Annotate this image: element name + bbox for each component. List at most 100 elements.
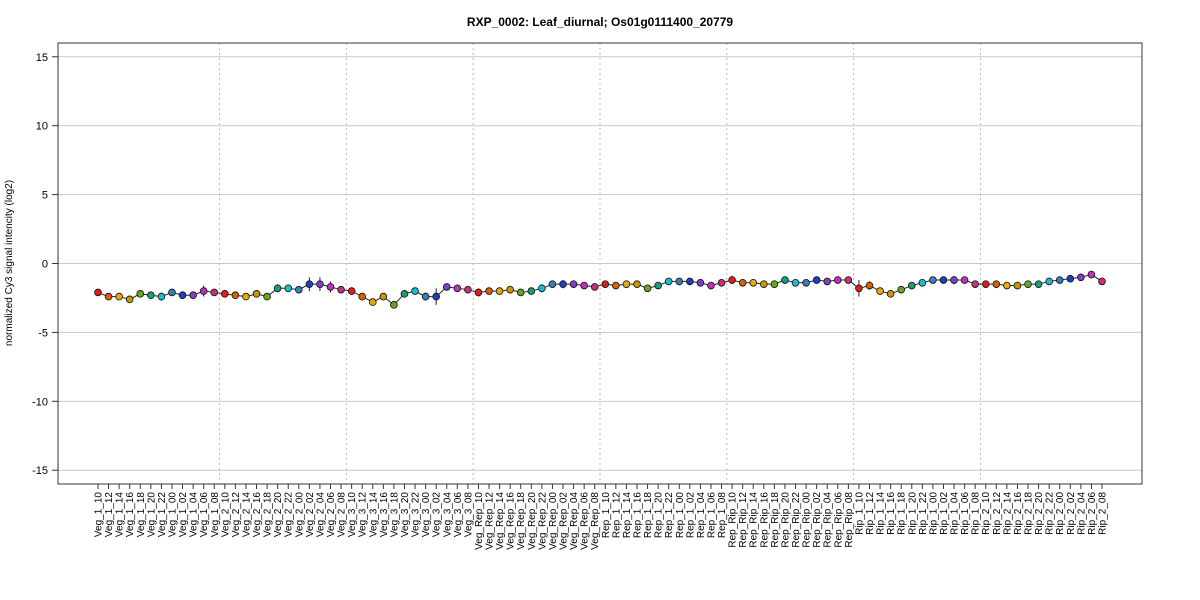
x-tick-label: Veg_1_06 [199,492,210,537]
x-tick-label: Rip_2_08 [1098,492,1109,535]
y-tick-label: 0 [42,259,48,271]
data-point [136,290,145,298]
x-tick-label: Rip_2_04 [1076,492,1087,535]
x-tick-label: Rep_Rip_06 [833,492,844,548]
x-tick-label: Veg_3_14 [368,492,379,537]
data-point [326,283,335,291]
data-point [633,280,641,288]
data-point [749,278,758,287]
data-point [1055,276,1064,284]
data-point [791,278,800,287]
data-point [347,287,356,295]
x-tick-label: Veg_2_14 [241,492,252,537]
data-point [939,276,948,284]
data-point [263,292,271,301]
data-point [189,291,197,299]
x-tick-label: Rip_1_18 [897,492,908,535]
x-tick-label: Veg_2_00 [294,492,305,537]
data-point [686,277,694,286]
data-point [538,284,546,293]
x-tick-label: Veg_Rep_14 [495,492,506,550]
x-tick-label: Rip_1_14 [876,492,887,535]
x-tick-label: Rip_1_08 [971,492,982,535]
data-point [929,276,937,284]
x-tick-label: Veg_1_04 [189,492,200,537]
data-point [992,280,1001,288]
x-tick-label: Rep_1_04 [696,492,707,539]
data-point [781,276,789,284]
x-tick-label: Rep_Rip_20 [780,492,791,548]
data-point [548,280,557,288]
x-tick-label: Veg_3_22 [411,492,422,537]
x-tick-label: Rip_1_04 [950,492,961,535]
x-tick-label: Veg_Rep_02 [559,492,570,550]
x-tick-label: Veg_2_20 [273,492,284,537]
data-point [284,284,293,293]
data-point [812,276,821,284]
data-point [400,290,409,298]
data-point [971,280,979,288]
x-tick-label: Rep_Rip_04 [823,492,834,548]
x-tick-label: Rep_Rip_14 [749,492,760,548]
x-tick-label: Rep_1_06 [706,492,717,539]
x-tick-label: Veg_Rep_16 [506,492,517,550]
y-tick-layer: -15 -10 -5 0 5 10 15 [32,52,58,477]
data-point [833,276,842,284]
data-point [823,277,832,286]
data-point [411,287,419,295]
x-tick-label: Rep_1_22 [664,492,675,539]
x-tick-label: Veg_Rep_00 [548,492,559,550]
data-point [157,292,166,301]
y-tick-label: -15 [32,465,48,477]
data-point [865,281,874,290]
data-point [1003,281,1011,290]
x-tick-label: Rep_1_20 [654,492,665,539]
x-tick-label: Rip_1_02 [939,492,950,535]
data-point [168,288,176,297]
x-tick-label: Veg_3_02 [432,492,443,537]
data-point [316,280,324,288]
data-point [559,280,567,288]
x-tick-label: Rip_1_12 [865,492,876,535]
x-tick-label: Veg_1_20 [146,492,157,537]
data-point [728,276,736,284]
x-tick-label: Rip_2_16 [1013,492,1024,535]
data-point [474,288,483,297]
y-tick-label: 15 [36,52,48,64]
data-point [358,292,367,301]
x-tick-label: Veg_Rep_06 [580,492,591,550]
x-tick-label: Rep_1_02 [685,492,696,539]
x-tick-label: Veg_Rep_18 [516,492,527,550]
data-point [115,292,123,301]
data-point [918,278,927,287]
data-point [442,283,451,291]
data-point [612,281,620,290]
x-tick-label: Veg_3_10 [347,492,358,537]
x-tick-label: Rep_Rip_18 [770,492,781,548]
data-point [379,292,388,301]
data-point [643,284,652,293]
x-tick-label: Rep_1_14 [622,492,633,539]
data-point [485,287,493,295]
data-point [104,292,113,301]
x-tick-label: Veg_Rep_10 [474,492,485,550]
x-tick-label: Veg_3_04 [442,492,453,537]
data-point [221,290,229,298]
chart-title: RXP_0002: Leaf_diurnal; Os01g0111400_207… [467,15,734,29]
x-tick-label: Veg_2_08 [337,492,348,537]
data-point [569,280,578,288]
data-point [855,284,863,293]
x-tick-label: Veg_3_12 [358,492,369,537]
x-tick-label: Rip_1_16 [886,492,897,535]
x-tick-label: Rep_Rip_00 [802,492,813,548]
x-tick-label: Rep_1_08 [717,492,728,539]
data-point [94,288,102,297]
data-point [368,298,377,306]
x-tick-label: Veg_1_12 [104,492,115,537]
data-point [453,284,462,293]
x-tick-label: Veg_3_16 [379,492,390,537]
data-point [305,280,314,288]
data-point [844,276,853,284]
